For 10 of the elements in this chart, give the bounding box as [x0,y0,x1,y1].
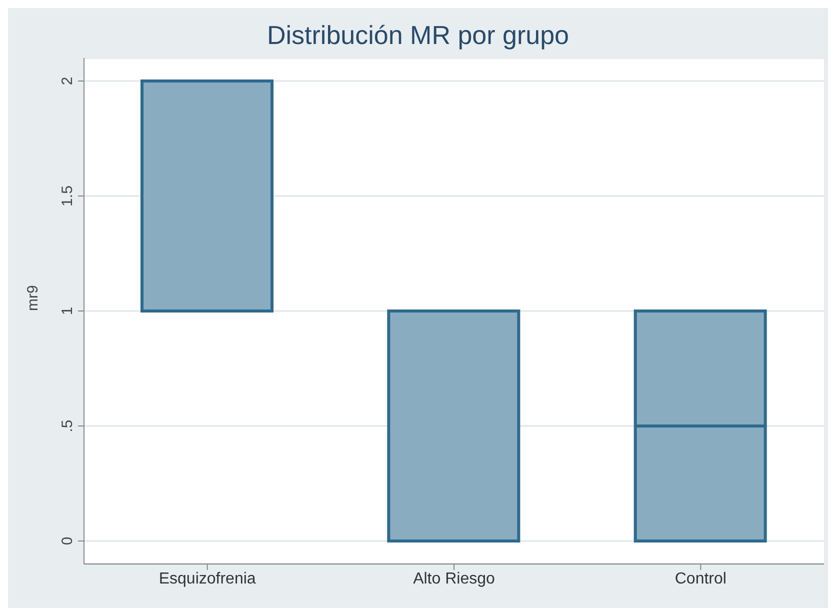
y-tick-label: 2 [59,76,76,86]
x-tick-label: Control [674,570,726,588]
y-tick-label: 1 [59,306,76,316]
y-axis-title: mr9 [24,285,42,311]
x-tick-label: Esquizofrenia [158,570,256,588]
y-tick-label: .5 [59,420,76,432]
chart-title: Distribución MR por grupo [266,19,570,52]
y-tick-label: 1.5 [59,186,76,206]
x-tick-label: Alto Riesgo [413,570,496,588]
y-tick-label: 0 [59,536,76,546]
